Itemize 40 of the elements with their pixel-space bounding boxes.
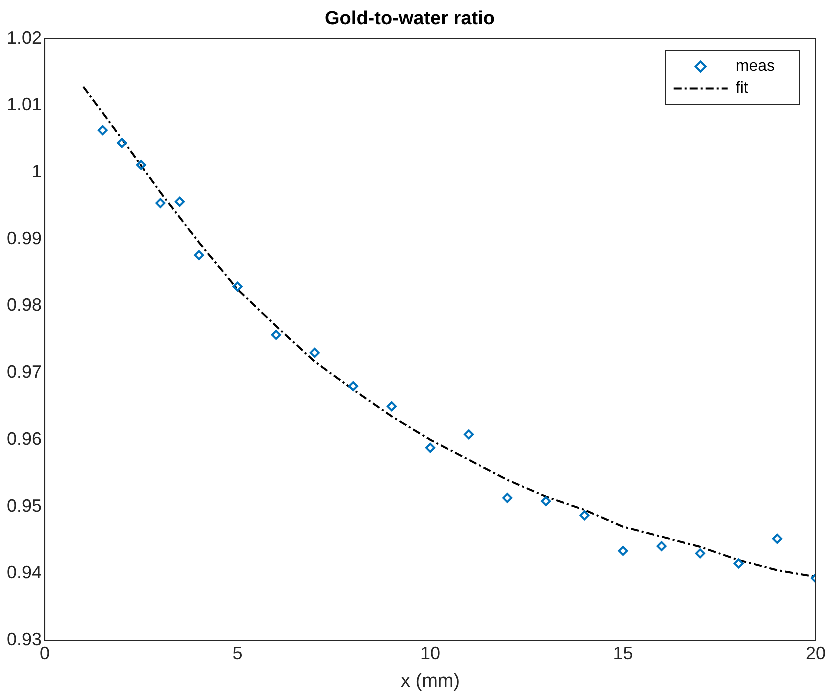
point <box>271 330 282 340</box>
y-tick-label: 0.98 <box>6 295 42 316</box>
legend-label: meas <box>736 58 775 76</box>
y-tick-label: 0.94 <box>6 562 42 583</box>
chart-title: Gold-to-water ratio <box>325 8 495 30</box>
point <box>386 402 397 412</box>
point <box>656 541 667 552</box>
point <box>348 382 358 392</box>
point <box>464 430 474 440</box>
point <box>232 282 243 292</box>
point <box>98 125 108 136</box>
point <box>174 196 185 207</box>
point <box>156 198 166 208</box>
y-tick-label: 1.02 <box>6 28 42 48</box>
point <box>695 548 706 559</box>
x-tick-label: 15 <box>613 643 634 664</box>
point <box>734 558 744 569</box>
y-tick-label: 0.95 <box>6 496 42 516</box>
point <box>580 510 590 521</box>
point <box>502 493 513 504</box>
y-tick-label: 1.01 <box>6 94 42 115</box>
x-tick-label: 0 <box>40 643 50 664</box>
point <box>136 160 146 170</box>
point <box>194 250 204 260</box>
point <box>117 138 128 148</box>
point <box>310 348 320 358</box>
point <box>618 546 628 556</box>
y-tick-label: 1 <box>32 162 42 182</box>
point <box>772 534 782 544</box>
x-tick-label: 20 <box>806 643 826 664</box>
point <box>426 443 436 454</box>
point <box>541 496 552 507</box>
y-tick-label: 0.93 <box>6 630 42 650</box>
y-tick-label: 0.97 <box>6 362 42 382</box>
y-tick-label: 0.96 <box>6 428 42 449</box>
legend-label: fit <box>736 80 749 98</box>
y-tick-label: 0.99 <box>6 228 42 248</box>
x-tick-label: 10 <box>420 643 441 664</box>
x-axis-title: x (mm) <box>400 670 460 692</box>
x-tick-label: 5 <box>232 643 243 664</box>
